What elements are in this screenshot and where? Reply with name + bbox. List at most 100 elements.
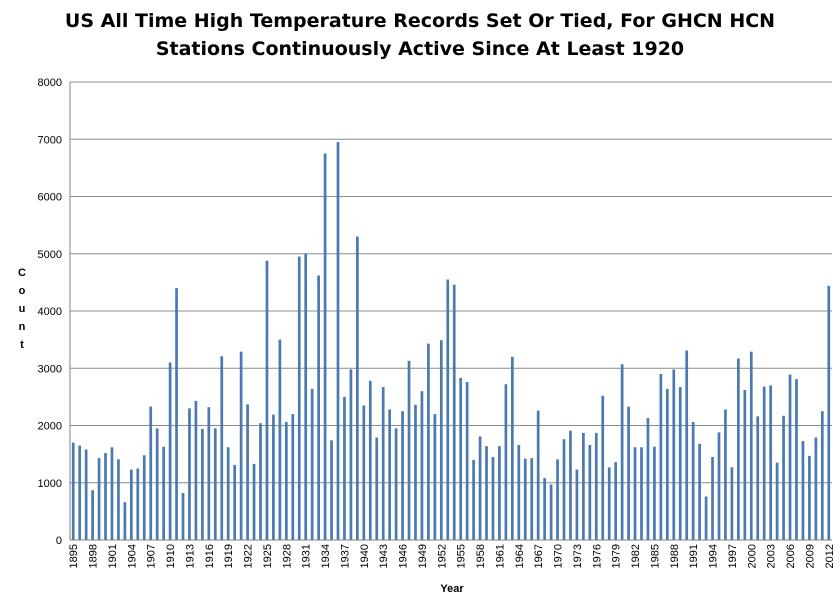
x-tick-label: 1934 [320,544,332,568]
x-tick-label: 1901 [107,544,119,568]
bar-1980 [620,364,624,540]
y-tick-label: 3000 [38,363,62,375]
bar-1913 [188,408,191,540]
bar-2009 [808,455,811,540]
bar-1911 [175,288,178,540]
bar-1938 [349,369,353,540]
bar-1977 [601,395,605,540]
chart-title-line-1: US All Time High Temperature Records Set… [64,10,776,32]
x-tick-label: 1919 [223,544,235,568]
bar-1974 [582,432,585,540]
bar-1958 [478,436,482,540]
x-tick-label: 1973 [572,544,584,568]
bar-1897 [84,449,88,540]
bar-2011 [820,411,824,540]
bar-1917 [213,428,217,540]
bar-1919 [226,447,230,540]
bar-1950 [427,343,430,540]
y-tick-label: 8000 [38,77,62,89]
y-tick-label: 5000 [38,249,62,261]
bar-1907 [149,406,153,540]
bar-1953 [446,279,450,540]
x-tick-label: 1922 [243,544,255,568]
bar-1939 [356,236,359,540]
bar-1963 [510,356,514,540]
bar-2000 [749,351,753,540]
x-tick-label: 1961 [494,544,506,568]
bar-1951 [433,414,437,540]
bar-1925 [265,260,269,540]
x-tick-label: 1955 [456,544,468,568]
x-tick-label: 1916 [204,544,216,568]
x-tick-label: 1937 [339,544,351,568]
x-tick-label: 1895 [68,544,80,568]
bar-1994 [711,456,714,540]
y-tick-label: 1000 [38,478,62,490]
bar-1968 [543,478,546,540]
chart-title-line-2: Stations Continuously Active Since At Le… [155,38,685,60]
bar-1952 [439,340,443,540]
bar-1912 [181,493,185,540]
bar-1987 [665,388,669,540]
y-tick-label: 7000 [38,134,62,146]
bar-1990 [685,350,689,540]
x-tick-label: 1940 [359,544,371,568]
bar-1903 [123,502,127,540]
bar-1945 [394,428,398,540]
bar-1989 [678,387,682,540]
bar-1956 [465,381,469,540]
bar-1936 [336,142,340,541]
bar-1924 [259,423,262,540]
bar-1921 [239,351,243,540]
bar-1955 [459,377,463,540]
bar-1946 [401,411,404,540]
x-tick-label: 1952 [436,544,448,568]
bar-1991 [691,422,695,540]
bar-1971 [562,439,566,540]
x-tick-label: 1991 [688,544,700,568]
bar-1904 [129,469,133,540]
bar-1954 [452,284,456,540]
bar-1981 [627,406,630,540]
bar-1983 [640,447,643,540]
bar-1899 [97,458,101,540]
bar-1910 [168,362,172,540]
bar-1942 [375,437,379,540]
bar-1975 [588,444,592,540]
x-tick-label: 2012 [824,544,836,568]
x-axis-title: Year [440,583,464,595]
bar-1979 [614,462,618,540]
bar-1923 [252,463,256,540]
bar-1931 [304,253,308,540]
bar-1960 [491,456,495,540]
bar-1993 [704,496,708,540]
bar-1906 [142,455,146,540]
x-tick-label: 1907 [146,544,158,568]
x-tick-label: 1949 [417,544,429,568]
bar-1969 [549,484,553,540]
bar-1916 [207,407,211,540]
x-tick-label: 2003 [766,544,778,568]
bar-1992 [698,443,701,540]
bar-1982 [633,447,637,540]
bar-1905 [136,468,140,540]
bar-1918 [220,356,224,540]
bar-2008 [801,440,805,540]
x-tick-label: 1943 [378,544,390,568]
bar-1898 [91,490,94,540]
bar-1915 [201,428,204,540]
bar-1937 [343,396,346,540]
bar-2007 [795,379,798,540]
y-tick-label: 4000 [38,306,62,318]
y-tick-label: 0 [56,535,62,547]
bar-1986 [659,373,663,540]
bar-2003 [769,385,773,540]
bar-1997 [730,467,734,540]
x-tick-label: 1997 [727,544,739,568]
x-tick-label: 1910 [165,544,177,568]
bar-1973 [575,469,579,540]
y-tick-label: 6000 [38,192,62,204]
x-tick-label: 1898 [88,544,100,568]
